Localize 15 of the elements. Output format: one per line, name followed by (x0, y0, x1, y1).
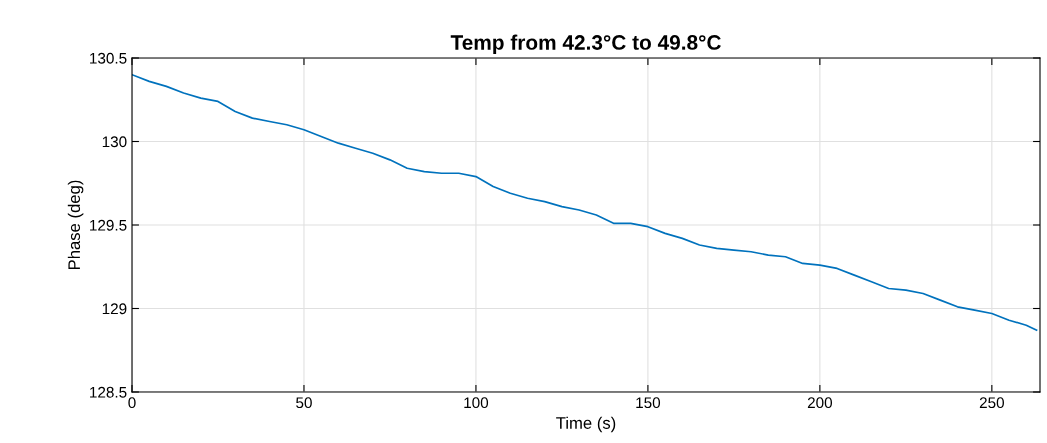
y-tick-label: 130.5 (90, 52, 127, 64)
x-tick-label: 150 (636, 397, 661, 409)
line-series (132, 73, 1038, 332)
y-axis-title: Phase (deg) (67, 180, 84, 270)
x-tick-label: 200 (807, 397, 833, 409)
x-tick-label: 100 (464, 397, 489, 409)
y-tick-label: 129.5 (90, 219, 127, 231)
x-tick-label: 0 (128, 397, 136, 409)
x-axis-title: Time (s) (556, 416, 616, 433)
x-tick-label: 50 (296, 397, 312, 409)
y-tick-label: 129 (102, 303, 127, 315)
y-tick-label: 130 (102, 136, 127, 148)
chart-title: Temp from 42.3°C to 49.8°C (450, 34, 721, 54)
y-tick-label: 128.5 (90, 386, 127, 398)
x-tick-label: 250 (979, 397, 1004, 409)
